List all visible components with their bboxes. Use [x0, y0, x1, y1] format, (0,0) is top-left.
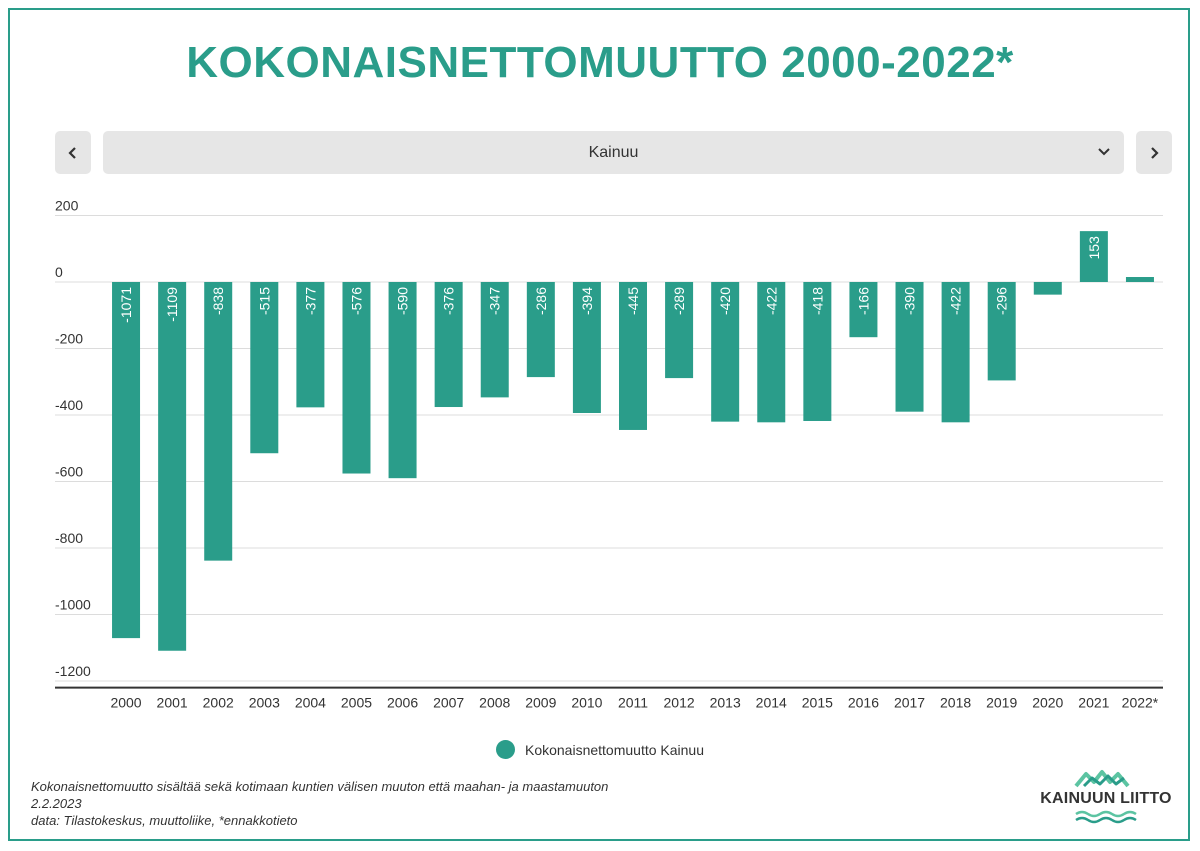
- bar-data-label: -418: [809, 287, 825, 315]
- page-title: KOKONAISNETTOMUUTTO 2000-2022*: [186, 38, 1014, 87]
- x-tick-label: 2013: [710, 695, 741, 711]
- previous-button[interactable]: [55, 131, 91, 174]
- y-tick-label: -200: [55, 331, 83, 347]
- bar: [665, 282, 694, 379]
- bar: [388, 282, 417, 479]
- bar-data-label: 153: [1086, 236, 1102, 260]
- bar-data-label: -286: [533, 287, 549, 315]
- bar: [987, 282, 1016, 381]
- logo-text: KAINUUN LIITTO: [1040, 790, 1172, 807]
- kainuun-liitto-logo: KAINUUN LIITTO: [1036, 768, 1176, 824]
- bar: [158, 282, 187, 651]
- bar: [434, 282, 463, 408]
- x-tick-label: 2014: [756, 695, 787, 711]
- bar: [1125, 277, 1154, 282]
- bar-data-label: -394: [579, 287, 595, 315]
- bar: [526, 282, 555, 378]
- y-tick-label: -400: [55, 397, 83, 413]
- bar-chart: 2000-200-400-600-800-1000-1200-10712000-…: [55, 198, 1163, 711]
- x-tick-label: 2020: [1032, 695, 1063, 711]
- chevron-right-icon: [1151, 146, 1159, 159]
- bar-data-label: -590: [395, 287, 411, 315]
- bar-data-label: -1071: [118, 287, 134, 323]
- bar: [480, 282, 509, 398]
- bar-data-label: -296: [994, 287, 1010, 315]
- bar-data-label: -422: [948, 287, 964, 315]
- x-tick-label: 2010: [571, 695, 602, 711]
- region-select-value: Kainuu: [588, 144, 639, 161]
- bar-data-label: -347: [487, 287, 503, 315]
- x-tick-label: 2006: [387, 695, 418, 711]
- legend-swatch: [495, 740, 515, 759]
- bar: [1033, 282, 1062, 295]
- bar-data-label: -376: [441, 287, 457, 315]
- x-tick-label: 2003: [249, 695, 280, 711]
- x-tick-label: 2016: [848, 695, 879, 711]
- bar-data-label: -420: [717, 287, 733, 315]
- y-tick-label: -1200: [55, 663, 91, 679]
- x-tick-label: 2017: [894, 695, 925, 711]
- bar: [572, 282, 601, 414]
- wave-logo-icon: [1075, 810, 1137, 824]
- x-tick-label: 2012: [664, 695, 695, 711]
- legend[interactable]: Kokonaisnettomuutto Kainuu: [0, 740, 1200, 759]
- bar-data-label: -390: [902, 287, 918, 315]
- x-tick-label: 2021: [1078, 695, 1109, 711]
- x-tick-label: 2002: [203, 695, 234, 711]
- bar-data-label: -1109: [164, 287, 180, 322]
- region-select[interactable]: Kainuu: [103, 131, 1124, 174]
- bar: [204, 282, 233, 561]
- bar-data-label: -377: [302, 287, 318, 315]
- y-tick-label: -800: [55, 530, 83, 546]
- x-tick-label: 2005: [341, 695, 372, 711]
- bar: [711, 282, 740, 422]
- x-tick-label: 2019: [986, 695, 1017, 711]
- bar-data-label: -576: [348, 287, 364, 315]
- y-tick-label: 0: [55, 264, 63, 280]
- x-tick-label: 2008: [479, 695, 510, 711]
- bar: [757, 282, 786, 423]
- footnote-description: Kokonaisnettomuutto sisältää sekä kotima…: [31, 779, 609, 794]
- bar: [342, 282, 371, 474]
- x-tick-label: 2000: [110, 695, 141, 711]
- bar-data-label: -289: [671, 287, 687, 315]
- x-tick-label: 2011: [618, 695, 648, 711]
- x-tick-label: 2022*: [1122, 695, 1159, 711]
- bar: [895, 282, 924, 412]
- bar: [803, 282, 832, 421]
- chevron-down-icon: [1098, 148, 1110, 156]
- bar: [112, 282, 141, 639]
- footnotes: Kokonaisnettomuutto sisältää sekä kotima…: [31, 778, 608, 829]
- bar: [1079, 231, 1108, 282]
- chevron-left-icon: [68, 146, 76, 159]
- footnote-source: data: Tilastokeskus, muuttoliike, *ennak…: [31, 813, 298, 828]
- bar-data-label: -838: [210, 287, 226, 315]
- bar: [941, 282, 970, 423]
- footnote-date: 2.2.2023: [31, 796, 82, 811]
- bar-data-label: -515: [256, 287, 272, 315]
- legend-label: Kokonaisnettomuutto Kainuu: [524, 741, 704, 758]
- bar-data-label: -445: [625, 287, 641, 315]
- x-tick-label: 2015: [802, 695, 833, 711]
- y-tick-label: -600: [55, 464, 83, 480]
- bar: [619, 282, 647, 430]
- x-tick-label: 2018: [940, 695, 971, 711]
- y-tick-label: 200: [55, 198, 79, 214]
- x-tick-label: 2009: [525, 695, 556, 711]
- x-tick-label: 2001: [157, 695, 188, 711]
- bar-data-label: -166: [855, 287, 871, 315]
- bar: [849, 282, 878, 338]
- next-button[interactable]: [1136, 131, 1172, 174]
- bar: [250, 282, 279, 454]
- y-tick-label: -1000: [55, 597, 91, 613]
- mountain-logo-icon: [1074, 770, 1130, 788]
- x-tick-label: 2007: [433, 695, 464, 711]
- bar-data-label: -422: [763, 287, 779, 315]
- bar: [296, 282, 325, 408]
- x-tick-label: 2004: [295, 695, 326, 711]
